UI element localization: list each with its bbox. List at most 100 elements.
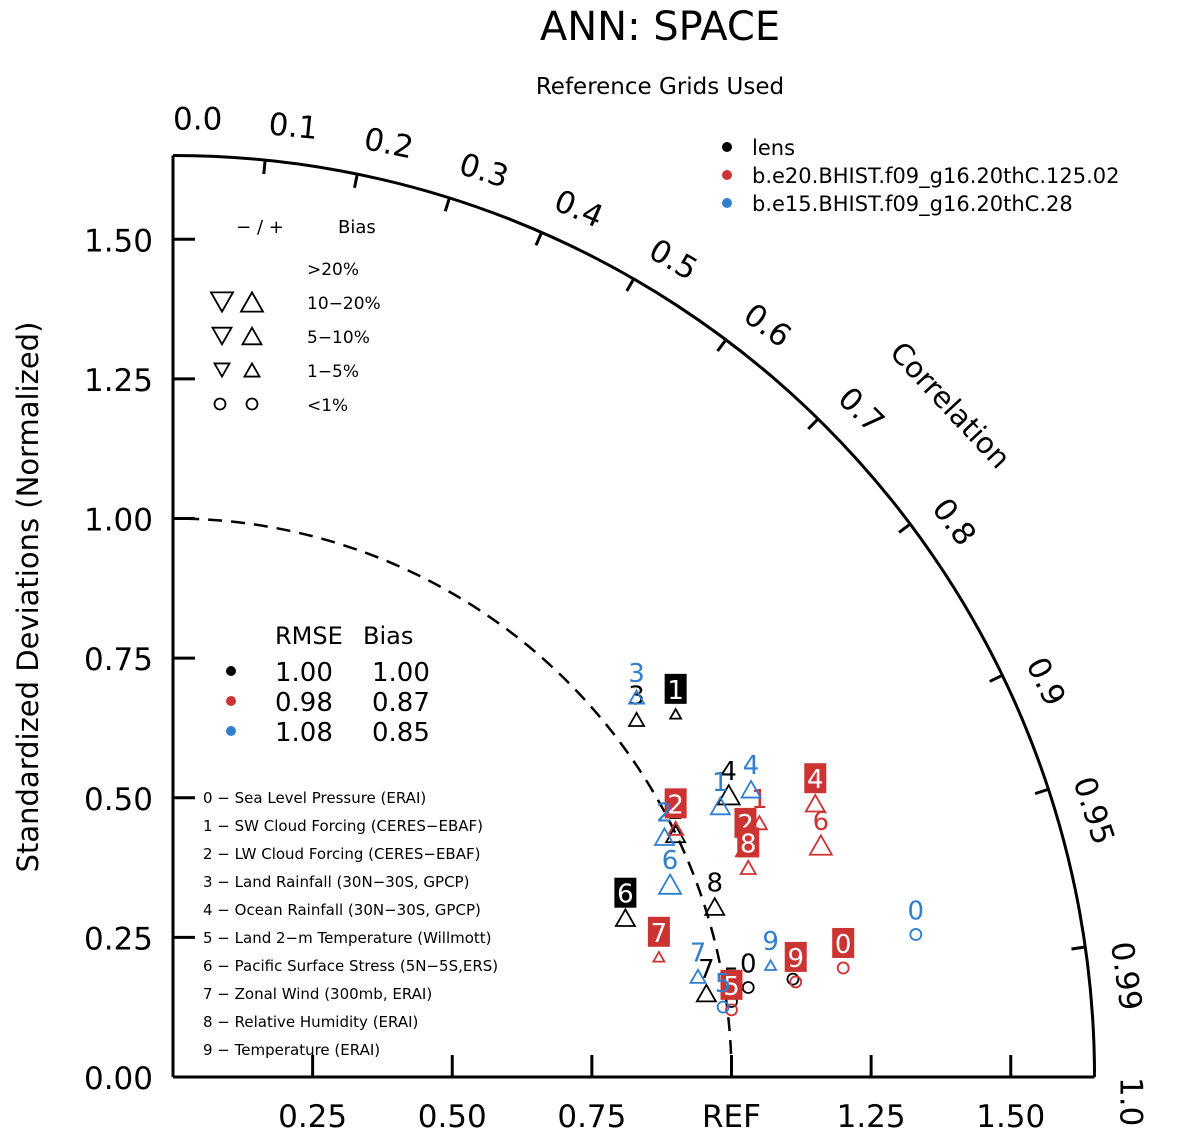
point-label-7: 0 [740,950,757,980]
corr-tick-1 [262,159,267,175]
point-marker-4 [703,896,726,916]
point-marker-10 [804,793,827,813]
point-label-box-16 [647,916,670,947]
point-label-10: 4 [807,765,824,795]
variable-5: 5 − Land 2−m Temperature (Willmott) [203,929,492,947]
point-marker-3 [664,823,687,844]
variable-0: 0 − Sea Level Pressure (ERAI) [203,789,426,807]
corr-tick-10 [1034,787,1049,796]
bias-legend-label-2: 5−10% [307,328,370,348]
stats-header-bias: Bias [363,622,413,650]
point-15: 8 [737,827,760,875]
corr-tick-8 [898,522,912,534]
point-marker-7 [741,981,755,994]
point-14: 2 [664,788,687,836]
x-tick-label-3: REF [702,1099,761,1135]
point-label-24: 6 [662,846,679,876]
legend-down-triangle-3 [212,362,232,379]
y-tick-label-1: 0.25 [84,921,153,957]
x-tick-label-0: 0.25 [278,1099,347,1135]
point-label-12: 6 [813,807,830,837]
point-marker-12 [808,833,834,856]
y-tick-label-4: 1.00 [84,503,153,539]
point-label-20: 3 [628,659,645,689]
point-label-19: 5 [723,972,740,1002]
point-marker-20 [627,688,646,705]
point-10: 4 [804,763,827,813]
point-label-17: 9 [787,944,804,974]
legend-label-run125: b.e20.BHIST.f09_g16.20thC.125.02 [752,164,1119,189]
legend-up-triangle-2 [240,325,264,346]
point-21: 4 [739,751,763,799]
point-19: 5 [720,969,743,1017]
point-label-box-5 [614,877,637,908]
corr-tick-label-7: 0.7 [831,380,891,440]
y-tick-label-3: 0.75 [84,642,153,678]
corr-tick-5 [625,278,636,292]
correlation-label: Correlation [883,335,1017,475]
point-label-21: 4 [743,751,760,781]
corr-tick-9 [989,673,1004,683]
point-label-box-10 [804,763,827,794]
stats-bias-lens: 1.00 [372,658,430,688]
corr-tick-11 [1071,945,1086,951]
point-marker-18 [836,961,850,975]
legend-dot-lens [722,142,732,152]
stats-dot-run125 [226,696,236,706]
point-label-box-0 [664,673,687,704]
point-label-4: 8 [706,869,723,899]
point-marker-15 [739,859,758,875]
point-marker-22 [709,795,732,816]
data-points: 13428670594162287905341267905 [614,659,925,1017]
point-17: 9 [784,941,807,989]
bias-legend-signs: − / + [236,217,284,238]
point-5: 6 [614,877,637,927]
stats-bias-run28: 0.85 [372,718,430,748]
y-tick-label-0: 0.00 [84,1061,153,1097]
point-26: 9 [762,927,779,971]
point-label-box-17 [784,941,807,972]
point-label-22: 1 [712,768,729,798]
stats-bias-run125: 0.87 [372,688,430,718]
bias-legend-label-0: >20% [307,260,359,280]
point-label-0: 1 [667,676,684,706]
stats-rmse-lens: 1.00 [275,658,333,688]
corr-tick-label-12: 1.0 [1113,1077,1149,1126]
point-marker-2 [716,783,742,806]
stats-table: RMSE Bias 1.00 1.00 0.98 0.87 1.08 0.85 [226,622,430,748]
point-marker-14 [666,819,685,836]
corr-tick-label-8: 0.8 [925,492,983,553]
point-marker-27 [909,928,923,941]
point-27: 0 [908,896,925,941]
point-20: 3 [627,659,646,705]
variable-6: 6 − Pacific Surface Stress (5N−5S,ERS) [203,957,498,975]
point-marker-25 [688,967,708,984]
corr-tick-label-9: 0.9 [1019,652,1073,712]
point-marker-17 [789,975,803,989]
point-24: 6 [657,846,683,895]
legend-label-lens: lens [752,136,795,160]
point-marker-1 [627,711,646,727]
point-label-box-14 [664,788,687,819]
reference-arc [172,517,733,1078]
axes: 0.000.250.500.751.001.251.500.25 0.50 0.75… [84,101,1149,1135]
corr-tick-2 [353,173,359,189]
corr-tick-label-6: 0.6 [737,297,798,355]
corr-tick-label-1: 0.1 [267,106,320,147]
point-marker-26 [763,958,778,971]
point-23: 2 [653,799,676,846]
corr-tick-label-5: 0.5 [643,232,704,288]
chart-subtitle: Reference Grids Used [536,74,784,100]
variable-1: 1 − SW Cloud Forcing (CERES−EBAF) [203,817,483,835]
point-16: 7 [647,916,670,963]
point-label-27: 0 [908,896,925,926]
stats-rmse-run125: 0.98 [275,688,333,718]
point-28: 5 [715,969,731,1014]
point-marker-19 [725,1003,738,1017]
stats-dot-run28 [226,726,236,736]
point-label-box-15 [737,827,760,858]
legend-up-triangle-3 [242,361,262,378]
bias-legend-rows: >20% 10−20% 5−10% 1−5% <1% [211,260,381,416]
point-label-box-19 [720,969,743,1000]
point-marker-5 [614,907,637,927]
